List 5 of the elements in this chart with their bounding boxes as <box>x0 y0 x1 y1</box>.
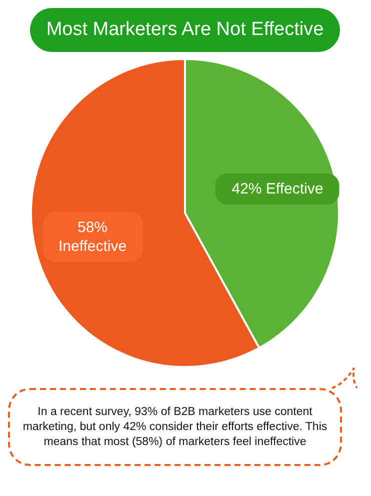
slice-label: Ineffective <box>58 236 127 256</box>
data-label: 58% <box>76 218 109 237</box>
text: In a recent survey, 93% of B2B marketers use content marketing, but only 42% consider their efforts effective. This means that most (58%) of marketers feel ineffective <box>22 404 328 450</box>
chart-title: Most Marketers Are Not Effective <box>30 8 340 52</box>
slice-label: 42% Effective <box>216 174 340 205</box>
